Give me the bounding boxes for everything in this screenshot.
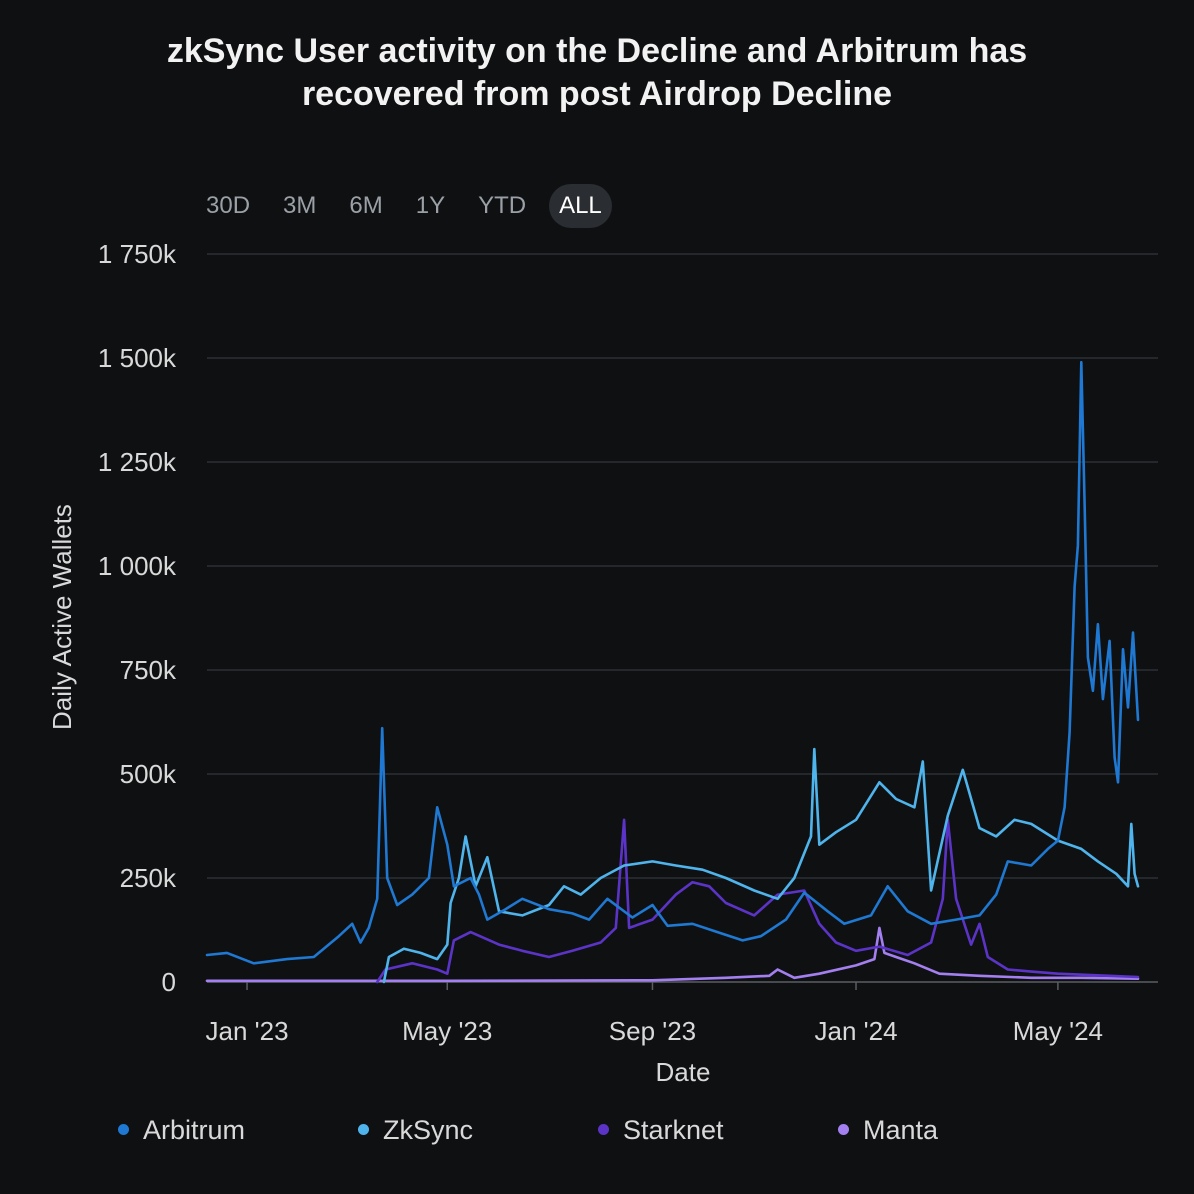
y-axis-label: Daily Active Wallets: [47, 504, 77, 730]
legend-label: Manta: [863, 1115, 939, 1145]
range-button-1y[interactable]: 1Y: [415, 192, 446, 219]
legend-dot-icon: [358, 1124, 369, 1136]
series-line-arbitrum[interactable]: [205, 360, 1140, 965]
legend-item-zksync[interactable]: ZkSync: [358, 1108, 473, 1152]
y-tick-label: 1 500k: [98, 343, 177, 373]
y-tick-label: 1 250k: [98, 447, 177, 477]
x-tick-label: Sep '23: [609, 1016, 696, 1046]
y-tick-label: 500k: [120, 759, 177, 789]
series-lines: [205, 360, 1140, 984]
legend-label: Arbitrum: [143, 1115, 246, 1145]
legend-dot-icon: [598, 1124, 609, 1136]
legend: Arbitrum ZkSync Starknet Manta: [118, 1108, 1078, 1152]
range-button-ytd[interactable]: YTD: [478, 192, 527, 219]
chart-title-line-2: recovered from post Airdrop Decline: [301, 75, 893, 113]
range-button-30d[interactable]: 30D: [206, 192, 251, 219]
legend-dot-icon: [838, 1124, 849, 1136]
series-line-zksync[interactable]: [382, 747, 1140, 984]
legend-item-arbitrum[interactable]: Arbitrum: [118, 1108, 245, 1152]
range-selector: 30D 3M 6M 1Y YTD ALL: [196, 184, 612, 228]
legend-item-starknet[interactable]: Starknet: [598, 1108, 724, 1152]
legend-item-manta[interactable]: Manta: [838, 1108, 938, 1152]
gridlines: [207, 253, 1158, 983]
range-button-6m[interactable]: 6M: [349, 192, 383, 219]
legend-dot-icon: [118, 1124, 129, 1136]
x-tick-label: Jan '24: [815, 1016, 898, 1046]
x-axis-label: Date: [656, 1057, 711, 1087]
x-tick-label: May '23: [402, 1016, 492, 1046]
y-tick-label: 1 000k: [98, 551, 177, 581]
series-line-starknet[interactable]: [375, 818, 1140, 984]
x-tick-label: Jan '23: [206, 1016, 289, 1046]
range-button-3m[interactable]: 3M: [283, 192, 317, 219]
y-tick-label: 250k: [120, 863, 177, 893]
legend-label: Starknet: [623, 1115, 724, 1145]
legend-label: ZkSync: [383, 1115, 474, 1145]
chart-title: zkSync User activity on the Decline and …: [0, 30, 1194, 116]
y-tick-label: 1 750k: [98, 239, 177, 269]
range-button-all[interactable]: ALL: [549, 184, 612, 228]
series-line-manta[interactable]: [205, 926, 1140, 983]
chart-title-line-1: zkSync User activity on the Decline and …: [166, 32, 1028, 70]
y-tick-label: 0: [162, 967, 176, 997]
y-tick-label: 750k: [120, 655, 177, 685]
x-axis: Jan '23 May '23 Sep '23 Jan '24 May '24: [206, 982, 1103, 1046]
y-axis-ticks: 0 250k 500k 750k 1 000k 1 250k 1 500k 1 750k: [98, 239, 177, 997]
x-tick-label: May '24: [1013, 1016, 1103, 1046]
